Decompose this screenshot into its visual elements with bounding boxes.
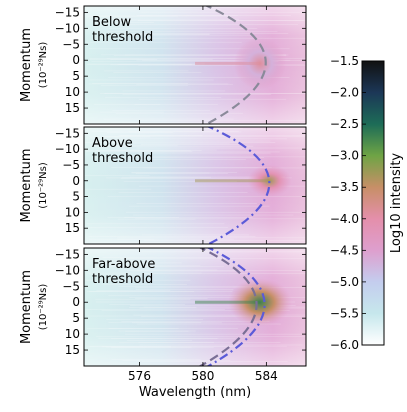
- panel-label: threshold: [92, 272, 153, 287]
- colorbar-tick-label: −2.5: [330, 117, 359, 131]
- panel-label: Above: [92, 136, 133, 151]
- colorbar-tick-label: −2.0: [330, 86, 359, 100]
- heatmap-area: [84, 127, 306, 244]
- dispersion-curve: [206, 127, 271, 244]
- y-axis-unit: (10⁻²⁹Ns): [38, 42, 49, 89]
- y-tick-label: 10: [65, 327, 80, 341]
- x-tick-label: 584: [255, 369, 278, 383]
- y-tick-label: −5: [62, 37, 80, 51]
- emission-line: [195, 179, 270, 183]
- x-axis-label: Wavelength (nm): [139, 385, 251, 400]
- y-tick-label: 15: [65, 221, 80, 235]
- panel-frame: [83, 5, 307, 125]
- emission-line: [195, 61, 261, 65]
- colorbar-tick-label: −4.0: [330, 212, 359, 226]
- dispersion-curve: [204, 6, 267, 124]
- y-axis-label: Momentum: [19, 270, 34, 344]
- y-tick-label: 5: [72, 190, 80, 204]
- panel-frame: [83, 126, 307, 245]
- panel-label: Far-above: [92, 257, 155, 272]
- colorbar-tick-label: −4.5: [330, 243, 359, 257]
- y-tick-label: −5: [62, 158, 80, 172]
- y-tick-label: −15: [55, 5, 80, 19]
- heatmap-area: [84, 248, 306, 366]
- y-tick-label: 5: [72, 69, 80, 83]
- y-tick-label: −15: [55, 126, 80, 140]
- y-tick-label: 15: [65, 101, 80, 115]
- dispersion-curve: [198, 248, 258, 366]
- y-axis-unit: (10⁻²⁹Ns): [38, 284, 49, 331]
- y-tick-label: −10: [55, 263, 80, 277]
- y-tick-label: 0: [72, 174, 80, 188]
- colorbar-label: Log10 intensity: [389, 153, 404, 254]
- x-tick-label: 580: [191, 369, 214, 383]
- panel-label: Below: [92, 15, 131, 30]
- y-tick-label: 0: [72, 53, 80, 67]
- y-axis-label: Momentum: [19, 28, 34, 102]
- colorbar-tick-label: −5.0: [330, 275, 359, 289]
- y-tick-label: 10: [65, 85, 80, 99]
- y-tick-label: 5: [72, 311, 80, 325]
- y-axis-unit: (10⁻²⁹Ns): [38, 162, 49, 209]
- colorbar-tick-label: −6.0: [330, 338, 359, 352]
- y-tick-label: −10: [55, 21, 80, 35]
- panel-label: threshold: [92, 151, 153, 166]
- y-tick-label: −15: [55, 247, 80, 261]
- y-tick-label: 15: [65, 343, 80, 357]
- panel-3: −15 −10 −5 0 5 10 15 576 580 584 Far-abovethreshol…: [19, 247, 307, 400]
- colorbar: [361, 60, 385, 346]
- y-tick-label: −10: [55, 142, 80, 156]
- panel-frame: [83, 247, 307, 367]
- y-tick-label: 10: [65, 205, 80, 219]
- colorbar-tick-label: −5.5: [330, 306, 359, 320]
- colorbar-tick-label: −3.5: [330, 180, 359, 194]
- y-tick-label: 0: [72, 295, 80, 309]
- emission-line: [195, 300, 261, 304]
- colorbar-tick-label: −1.5: [330, 54, 359, 68]
- x-tick-label: 576: [128, 369, 151, 383]
- y-tick-label: −5: [62, 279, 80, 293]
- panel-label: threshold: [92, 30, 153, 45]
- heatmap-area: [84, 6, 306, 124]
- colorbar-tick-label: −3.0: [330, 149, 359, 163]
- y-axis-label: Momentum: [19, 148, 34, 222]
